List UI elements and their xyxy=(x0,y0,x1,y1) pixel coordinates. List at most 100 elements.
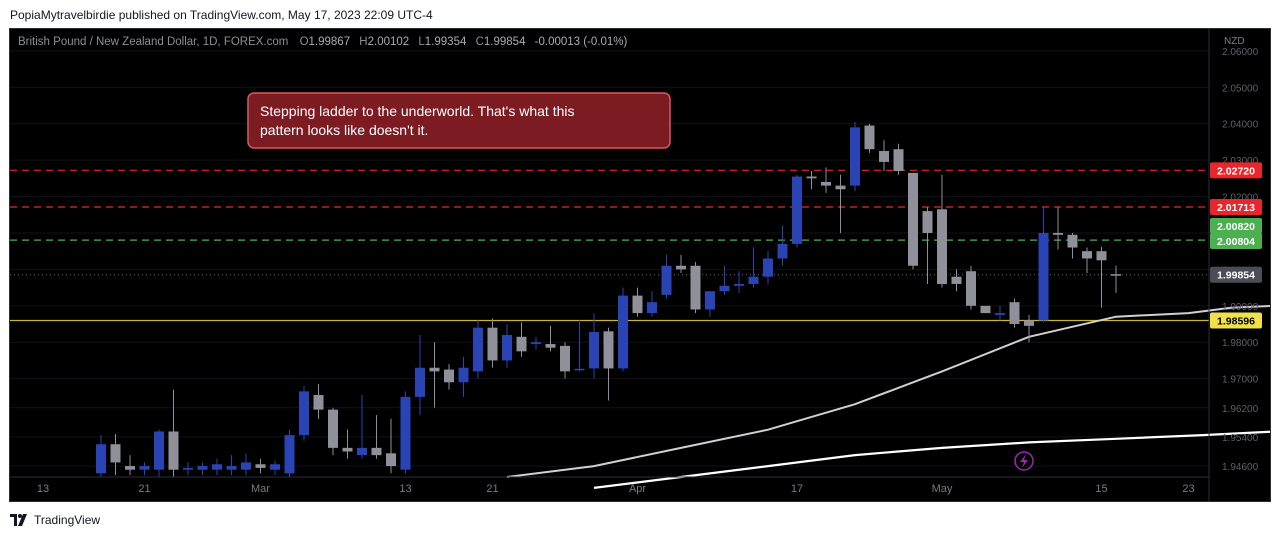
candle-body xyxy=(589,332,599,369)
x-tick-label: May xyxy=(932,483,953,495)
candle[interactable] xyxy=(110,434,121,476)
candle[interactable] xyxy=(415,334,425,416)
candle[interactable] xyxy=(676,254,686,274)
candle[interactable] xyxy=(545,325,556,352)
candle[interactable] xyxy=(531,336,541,350)
annotation-callout[interactable]: Stepping ladder to the underworld. That'… xyxy=(247,92,671,149)
candle[interactable] xyxy=(212,458,222,476)
candle[interactable] xyxy=(763,251,773,284)
footer-brand[interactable]: TradingView xyxy=(10,510,100,530)
candle[interactable] xyxy=(1082,247,1092,274)
candle[interactable] xyxy=(908,172,918,270)
candle[interactable] xyxy=(864,123,875,153)
candle[interactable] xyxy=(893,143,904,175)
candle[interactable] xyxy=(560,342,570,379)
candle[interactable] xyxy=(647,291,657,317)
candle[interactable] xyxy=(922,207,933,284)
candle[interactable] xyxy=(270,460,280,476)
candle[interactable] xyxy=(574,320,585,372)
candle[interactable] xyxy=(284,429,295,477)
candle[interactable] xyxy=(850,121,860,192)
candle[interactable] xyxy=(792,174,802,248)
candle[interactable] xyxy=(458,356,469,397)
time-axis[interactable]: 1321Mar1321Apr17May1523Jun xyxy=(10,476,1270,495)
candle[interactable] xyxy=(255,458,266,474)
candle[interactable] xyxy=(980,305,991,314)
candle[interactable] xyxy=(951,269,962,292)
candle[interactable] xyxy=(502,324,512,368)
symbol-header: British Pound / New Zealand Dollar, 1D, … xyxy=(18,36,628,48)
candle[interactable] xyxy=(487,318,498,368)
candle[interactable] xyxy=(1038,207,1049,323)
candle[interactable] xyxy=(357,395,367,459)
candle[interactable] xyxy=(1024,314,1034,343)
candle[interactable] xyxy=(937,174,947,288)
candle-body xyxy=(1111,274,1121,276)
candle[interactable] xyxy=(705,291,715,317)
candle[interactable] xyxy=(589,313,599,379)
candle[interactable] xyxy=(183,462,193,476)
candle-body xyxy=(864,125,875,150)
candle[interactable] xyxy=(154,429,164,477)
candle[interactable] xyxy=(444,364,454,390)
candle[interactable] xyxy=(806,171,817,190)
candle[interactable] xyxy=(386,418,396,474)
price-badge: 2.02720 xyxy=(1210,162,1262,179)
candle[interactable] xyxy=(516,322,527,357)
price-badge-bg xyxy=(1210,233,1262,249)
candle[interactable] xyxy=(371,415,382,459)
y-tick-label: 1.97000 xyxy=(1222,375,1259,386)
x-tick-label: 13 xyxy=(399,483,411,495)
y-tick-label: 1.98000 xyxy=(1222,338,1259,349)
tradingview-logo-icon xyxy=(10,514,27,526)
chart-canvas[interactable]: Stepping ladder to the underworld. That'… xyxy=(10,29,1270,501)
candle[interactable] xyxy=(342,429,353,459)
candle[interactable] xyxy=(879,140,889,172)
candle[interactable] xyxy=(966,265,976,310)
candle[interactable] xyxy=(96,435,106,477)
candle[interactable] xyxy=(125,455,135,476)
close-value: 1.99854 xyxy=(484,36,526,48)
candle[interactable] xyxy=(690,262,701,314)
candle[interactable] xyxy=(473,320,483,379)
candle[interactable] xyxy=(1067,232,1078,259)
candle[interactable] xyxy=(777,225,788,266)
candle[interactable] xyxy=(632,287,643,317)
lightning-icon[interactable] xyxy=(1014,451,1034,471)
candle[interactable] xyxy=(197,462,208,476)
price-axis[interactable]: NZD 2.060002.050002.040002.030002.020002… xyxy=(1208,29,1259,501)
candle-body xyxy=(487,327,498,361)
candle[interactable] xyxy=(299,385,309,441)
candle[interactable] xyxy=(603,327,614,401)
candle-body xyxy=(792,176,802,244)
candle-body xyxy=(458,367,469,383)
annotation-box[interactable] xyxy=(247,92,671,149)
candle[interactable] xyxy=(734,271,744,294)
candle[interactable] xyxy=(719,265,730,295)
candle[interactable] xyxy=(1111,265,1121,293)
candle[interactable] xyxy=(139,462,150,476)
candle-body xyxy=(429,367,440,372)
candle[interactable] xyxy=(821,167,831,193)
candle-body xyxy=(328,409,338,448)
candle[interactable] xyxy=(400,391,411,474)
candle[interactable] xyxy=(1096,246,1107,308)
candle[interactable] xyxy=(995,305,1005,321)
candle[interactable] xyxy=(835,174,846,233)
candle[interactable] xyxy=(241,453,251,476)
candle[interactable] xyxy=(429,342,440,408)
candle[interactable] xyxy=(313,384,324,419)
candle[interactable] xyxy=(661,254,672,299)
open-label: O xyxy=(300,36,309,48)
candle[interactable] xyxy=(618,287,628,372)
candle[interactable] xyxy=(748,247,759,288)
candle[interactable] xyxy=(328,407,338,456)
price-badge-label: 1.98596 xyxy=(1217,316,1255,328)
y-tick-label: 2.05000 xyxy=(1222,83,1259,94)
candle[interactable] xyxy=(168,389,179,477)
high-label: H xyxy=(359,36,367,48)
candle[interactable] xyxy=(226,455,237,476)
candle-body xyxy=(719,285,730,292)
candle[interactable] xyxy=(1009,298,1020,328)
candle[interactable] xyxy=(1053,207,1063,250)
